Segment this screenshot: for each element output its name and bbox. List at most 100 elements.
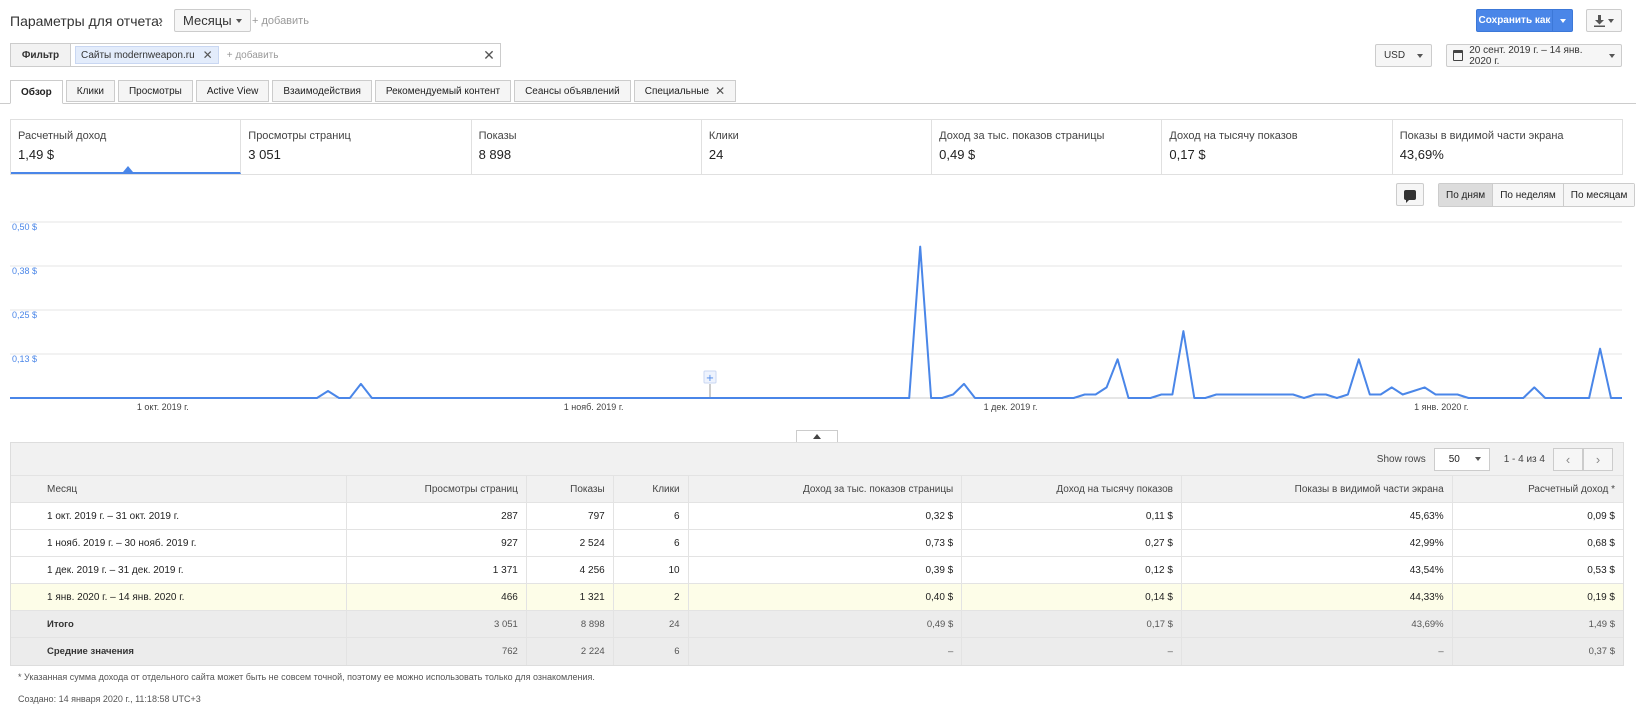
- table-cell: –: [1181, 637, 1453, 665]
- table-average-row: Средние значения 762 2 224 6 – – – 0,37 …: [11, 637, 1623, 665]
- tab-active-view[interactable]: Active View: [195, 80, 270, 102]
- metric-label: Доход за тыс. показов страницы: [939, 130, 1105, 142]
- next-page-button[interactable]: ›: [1583, 447, 1613, 471]
- table-cell: 42,99%: [1181, 529, 1453, 557]
- table-cell: 24: [613, 610, 689, 638]
- table-cell: 0,27 $: [961, 529, 1182, 557]
- y-tick-label: 0,13 $: [12, 354, 37, 364]
- date-range-picker[interactable]: 20 сент. 2019 г. – 14 янв. 2020 г.: [1446, 44, 1622, 67]
- column-header[interactable]: Показы в видимой части экрана: [1181, 475, 1453, 503]
- table-cell: 8 898: [526, 610, 614, 638]
- currency-label: USD: [1383, 50, 1406, 61]
- table-row[interactable]: 1 янв. 2020 г. – 14 янв. 2020 г. 466 1 3…: [11, 583, 1623, 611]
- table-cell: 0,09 $: [1452, 502, 1623, 530]
- table-row[interactable]: 1 дек. 2019 г. – 31 дек. 2019 г. 1 371 4…: [11, 556, 1623, 584]
- tab-ad-sessions[interactable]: Сеансы объявлений: [514, 80, 631, 102]
- metric-clicks[interactable]: Клики 24: [702, 120, 933, 174]
- close-icon[interactable]: ✕: [715, 84, 726, 98]
- table-cell: 0,17 $: [961, 610, 1182, 638]
- table-cell: Средние значения: [11, 637, 348, 665]
- table-cell: 0,49 $: [688, 610, 963, 638]
- chevron-right-icon: ›: [1595, 451, 1601, 467]
- tab-views[interactable]: Просмотры: [117, 80, 193, 102]
- date-range-label: 20 сент. 2019 г. – 14 янв. 2020 г.: [1469, 44, 1583, 67]
- table-cell: 1,49 $: [1452, 610, 1623, 638]
- tabs-divider: [0, 103, 1636, 104]
- column-header[interactable]: Расчетный доход *: [1452, 475, 1623, 503]
- table-cell: 797: [526, 502, 614, 530]
- metric-page-views[interactable]: Просмотры страниц 3 051: [241, 120, 472, 174]
- metric-value: 0,17 $: [1169, 147, 1206, 162]
- column-header[interactable]: Клики: [613, 475, 689, 503]
- metric-label: Просмотры страниц: [248, 130, 351, 142]
- rows-per-page-select[interactable]: 50: [1433, 447, 1490, 471]
- column-header[interactable]: Доход за тыс. показов страницы: [688, 475, 963, 503]
- table-cell: 0,73 $: [688, 529, 963, 557]
- filter-button[interactable]: Фильтр: [11, 44, 71, 66]
- table-cell: 0,40 $: [688, 583, 963, 611]
- table-cell: –: [688, 637, 963, 665]
- caret-down-icon: [1559, 18, 1566, 23]
- metric-viewability[interactable]: Показы в видимой части экрана 43,69%: [1393, 120, 1622, 174]
- caret-down-icon: [1608, 18, 1614, 23]
- tab-overview[interactable]: Обзор: [10, 80, 63, 104]
- prev-page-button[interactable]: ‹: [1553, 447, 1583, 471]
- caret-down-icon: [235, 18, 242, 23]
- column-header[interactable]: Месяц: [11, 475, 348, 503]
- metric-impression-rpm[interactable]: Доход на тысячу показов 0,17 $: [1162, 120, 1393, 174]
- tab-label: Сеансы объявлений: [525, 85, 620, 97]
- table-cell: 0,39 $: [688, 556, 963, 584]
- tab-label: Специальные: [644, 85, 710, 97]
- table-cell: 44,33%: [1181, 583, 1453, 611]
- column-header[interactable]: Доход на тысячу показов: [961, 475, 1182, 503]
- granularity-month-button[interactable]: По месяцам: [1563, 184, 1635, 206]
- download-button[interactable]: [1586, 9, 1622, 32]
- metric-value: 43,69%: [1399, 147, 1444, 162]
- tab-label: Просмотры: [128, 85, 182, 97]
- metric-impressions[interactable]: Показы 8 898: [472, 120, 702, 174]
- filter-chip-site[interactable]: Сайты modernweapon.ru ✕: [75, 46, 219, 64]
- dimension-dropdown[interactable]: Месяцы: [174, 9, 251, 32]
- metric-label: Расчетный доход: [18, 130, 107, 142]
- tab-custom[interactable]: Специальные ✕: [633, 80, 737, 102]
- rows-per-page-value: 50: [1448, 453, 1460, 465]
- tab-clicks[interactable]: Клики: [65, 80, 115, 102]
- metric-estimated-revenue[interactable]: Расчетный доход 1,49 $: [11, 120, 242, 174]
- table-row[interactable]: 1 окт. 2019 г. – 31 окт. 2019 г. 287 797…: [11, 502, 1623, 530]
- pagination-controls: ‹ ›: [1553, 447, 1613, 471]
- save-options-toggle[interactable]: [1552, 10, 1572, 31]
- table-cell: 2 524: [526, 529, 614, 557]
- column-header[interactable]: Показы: [526, 475, 614, 503]
- save-as-label: Сохранить как: [1478, 15, 1551, 26]
- tab-recommended-content[interactable]: Рекомендуемый контент: [374, 80, 512, 102]
- table-row[interactable]: 1 нояб. 2019 г. – 30 нояб. 2019 г. 927 2…: [11, 529, 1623, 557]
- table-cell: 4 256: [526, 556, 614, 584]
- metric-label: Клики: [708, 130, 739, 142]
- tab-interactions[interactable]: Взаимодействия: [272, 80, 372, 102]
- report-tabs: Обзор Клики Просмотры Active View Взаимо…: [10, 80, 737, 104]
- save-as-button[interactable]: Сохранить как: [1476, 9, 1573, 32]
- calendar-icon: [1453, 50, 1464, 61]
- currency-dropdown[interactable]: USD: [1375, 44, 1432, 67]
- collapse-chart-toggle[interactable]: [796, 430, 838, 442]
- annotations-button[interactable]: [1396, 183, 1424, 206]
- add-filter-link[interactable]: + добавить: [226, 49, 279, 61]
- table-total-row: Итого 3 051 8 898 24 0,49 $ 0,17 $ 43,69…: [11, 610, 1623, 638]
- table-toolbar: Show rows 50 1 - 4 из 4 ‹ ›: [11, 443, 1623, 475]
- clear-filter-icon[interactable]: ✕: [483, 46, 495, 63]
- chevron-left-icon: ‹: [1565, 451, 1571, 467]
- granularity-week-button[interactable]: По неделям: [1493, 184, 1564, 206]
- table-cell: 43,69%: [1181, 610, 1453, 638]
- close-icon[interactable]: ✕: [202, 48, 213, 62]
- table-cell: 1 окт. 2019 г. – 31 окт. 2019 г.: [11, 502, 348, 530]
- table-cell: 466: [346, 583, 527, 611]
- table-cell: 1 нояб. 2019 г. – 30 нояб. 2019 г.: [11, 529, 348, 557]
- metric-page-rpm[interactable]: Доход за тыс. показов страницы 0,49 $: [932, 120, 1163, 174]
- metric-label: Доход на тысячу показов: [1169, 130, 1298, 142]
- table-cell: 287: [346, 502, 527, 530]
- x-tick-label: 1 нояб. 2019 г.: [564, 402, 624, 412]
- granularity-day-button[interactable]: По дням: [1439, 184, 1494, 206]
- column-header[interactable]: Просмотры страниц: [346, 475, 527, 503]
- caret-down-icon: [1609, 53, 1615, 58]
- add-dimension-link[interactable]: + добавить: [252, 15, 309, 27]
